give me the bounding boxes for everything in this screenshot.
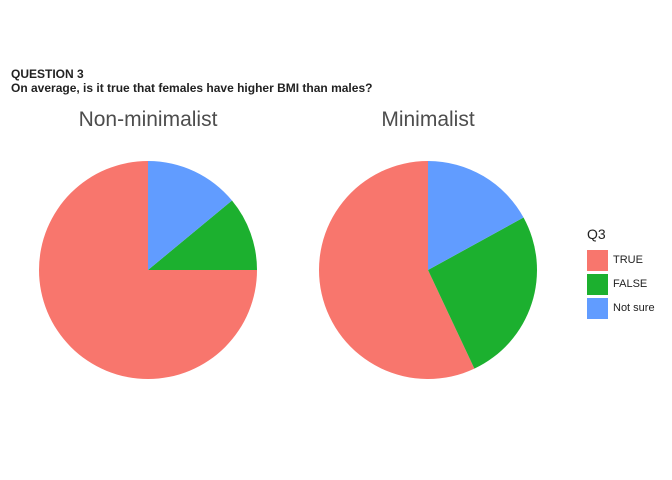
legend-item-false: FALSE bbox=[587, 272, 655, 296]
facet-title-minimalist: Minimalist bbox=[381, 108, 475, 131]
legend-item-not-sure: Not sure bbox=[587, 296, 655, 320]
facet-title-non-minimalist: Non-minimalist bbox=[78, 108, 218, 131]
pie-slice-minimalist-not-sure bbox=[428, 161, 524, 270]
legend-key bbox=[587, 249, 608, 271]
pie-slice-minimalist-false bbox=[428, 217, 537, 369]
pie-slice-minimalist-true bbox=[318, 161, 475, 379]
question-header: QUESTION 3 On average, is it true that f… bbox=[11, 67, 372, 95]
legend-title: Q3 bbox=[587, 226, 606, 242]
legend-item-true: TRUE bbox=[587, 248, 655, 272]
question-number: QUESTION 3 bbox=[11, 67, 84, 81]
legend-key bbox=[587, 273, 608, 295]
pie-slice-non-minimalist-not-sure bbox=[148, 161, 232, 270]
pie-slice-non-minimalist-false bbox=[148, 200, 257, 270]
legend: Q3 TRUE FALSE Not sure bbox=[587, 226, 655, 320]
legend-label: FALSE bbox=[613, 278, 648, 290]
legend-key bbox=[587, 297, 608, 319]
legend-label: Not sure bbox=[613, 302, 655, 314]
legend-label: TRUE bbox=[613, 254, 643, 266]
question-text: On average, is it true that females have… bbox=[11, 81, 373, 95]
